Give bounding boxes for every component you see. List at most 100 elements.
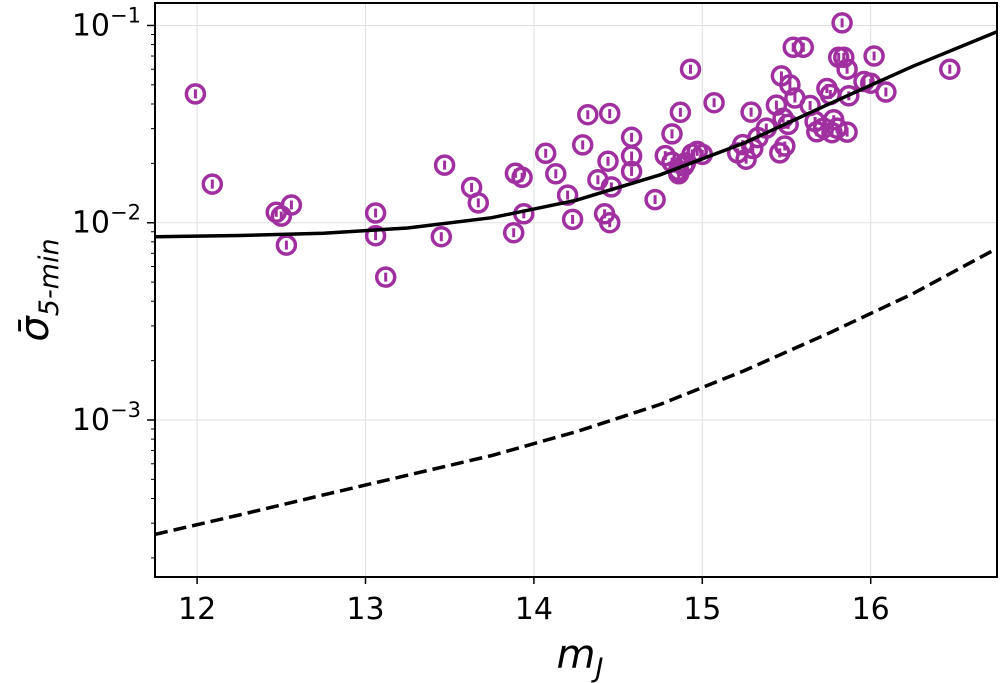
data-point bbox=[561, 208, 584, 231]
data-point bbox=[644, 188, 666, 211]
data-point bbox=[433, 154, 456, 176]
data-point-ring bbox=[838, 85, 860, 107]
x-tick-label: 16 bbox=[852, 592, 890, 627]
data-point-ring bbox=[859, 72, 882, 94]
y-tick-label-base: 10 bbox=[72, 206, 110, 241]
data-point-ring bbox=[939, 58, 961, 80]
data-point-ring bbox=[836, 58, 858, 80]
x-tick-label: 13 bbox=[346, 592, 384, 627]
data-point-ring bbox=[374, 266, 397, 288]
y-tick-label-base: 10 bbox=[72, 8, 110, 43]
y-tick-label-exponent: −3 bbox=[110, 398, 141, 422]
y-axis-label-main: σ̄ bbox=[12, 315, 58, 342]
data-point bbox=[620, 145, 643, 167]
data-point bbox=[598, 211, 621, 234]
data-point bbox=[669, 101, 692, 124]
data-point-ring bbox=[545, 163, 567, 185]
data-point-ring bbox=[201, 173, 224, 195]
data-point-ring bbox=[561, 208, 584, 231]
data-point-ring bbox=[275, 234, 298, 256]
x-tick-label: 14 bbox=[515, 592, 553, 627]
data-point bbox=[620, 160, 643, 183]
data-point-ring bbox=[740, 101, 762, 123]
data-point bbox=[620, 126, 643, 149]
data-point-ring bbox=[703, 91, 725, 114]
data-point bbox=[511, 166, 533, 189]
data-point bbox=[545, 163, 567, 185]
data-point bbox=[571, 134, 594, 156]
data-point-ring bbox=[863, 45, 885, 67]
data-point-ring bbox=[774, 135, 796, 157]
data-point bbox=[679, 58, 702, 80]
y-tick-label-base: 10 bbox=[72, 403, 110, 438]
x-tick-label: 12 bbox=[178, 592, 216, 627]
data-point bbox=[836, 121, 858, 143]
series-layer bbox=[155, 12, 997, 537]
data-point bbox=[556, 184, 579, 206]
data-point-ring bbox=[511, 166, 533, 189]
data-point-ring bbox=[620, 145, 643, 167]
frame-layer bbox=[154, 2, 998, 578]
y-axis-label: σ̄5-min bbox=[12, 238, 65, 341]
y-tick-label: 10−2 bbox=[72, 201, 141, 241]
data-point-ring bbox=[598, 102, 621, 125]
data-point bbox=[740, 101, 762, 123]
data-point bbox=[430, 225, 453, 248]
data-point-ring bbox=[792, 36, 815, 59]
data-point-ring bbox=[364, 224, 387, 247]
data-point-ring bbox=[833, 46, 855, 69]
data-point bbox=[467, 192, 490, 214]
plot-frame bbox=[154, 2, 998, 578]
data-point bbox=[831, 12, 853, 34]
data-point-ring bbox=[779, 74, 801, 96]
data-point-ring bbox=[831, 12, 853, 34]
data-point bbox=[280, 194, 303, 216]
data-point bbox=[275, 234, 298, 256]
data-point-ring bbox=[433, 154, 456, 176]
data-point-ring bbox=[502, 221, 525, 244]
x-tick-label: 15 bbox=[683, 592, 721, 627]
y-tick-label: 10−3 bbox=[72, 398, 141, 438]
data-point-ring bbox=[364, 202, 387, 224]
data-point-ring bbox=[467, 192, 490, 214]
data-point-ring bbox=[577, 103, 599, 126]
data-point-ring bbox=[556, 184, 579, 206]
data-point-ring bbox=[654, 144, 677, 167]
data-point bbox=[875, 81, 897, 103]
data-point-ring bbox=[836, 121, 858, 143]
data-point-ring bbox=[735, 148, 757, 170]
data-point bbox=[661, 123, 683, 145]
y-tick-label: 10−1 bbox=[72, 3, 141, 43]
data-point-ring bbox=[644, 188, 666, 211]
data-point bbox=[836, 58, 858, 80]
data-point-ring bbox=[875, 81, 897, 103]
data-point-ring bbox=[598, 211, 621, 234]
data-point-ring bbox=[679, 58, 702, 80]
data-point-ring bbox=[184, 83, 207, 105]
data-point bbox=[364, 224, 387, 247]
data-point bbox=[863, 45, 885, 67]
data-point-ring bbox=[280, 194, 303, 216]
series-line-model-solid bbox=[155, 30, 997, 239]
label-layer: mJ σ̄5-min bbox=[12, 238, 604, 683]
data-point bbox=[184, 83, 207, 105]
grid-layer bbox=[155, 3, 997, 577]
data-point bbox=[577, 103, 599, 126]
data-point bbox=[502, 221, 525, 244]
data-point-ring bbox=[777, 113, 799, 136]
data-point bbox=[374, 266, 397, 288]
y-tick-label-exponent: −1 bbox=[110, 3, 141, 27]
data-point-ring bbox=[430, 225, 453, 248]
x-axis-label-main: m bbox=[557, 632, 596, 678]
data-point-ring bbox=[597, 150, 619, 172]
data-point bbox=[201, 173, 224, 195]
data-point bbox=[703, 91, 725, 114]
y-tick-label-exponent: −2 bbox=[110, 201, 141, 225]
y-axis-label-sub: 5-min bbox=[34, 238, 65, 316]
series-line-model-dashed bbox=[155, 246, 997, 537]
data-point bbox=[597, 150, 619, 172]
data-point bbox=[774, 135, 796, 157]
data-point bbox=[598, 102, 621, 125]
